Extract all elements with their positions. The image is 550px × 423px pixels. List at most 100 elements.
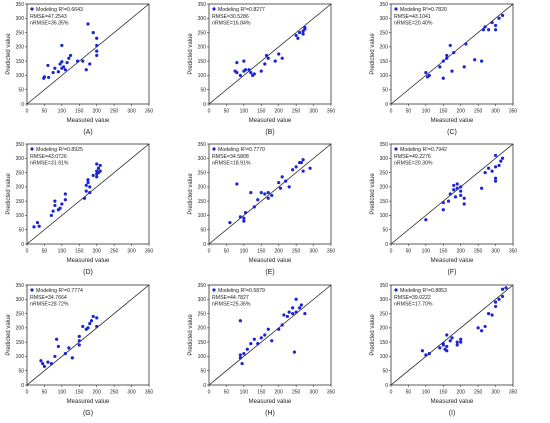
data-point: [481, 28, 485, 32]
y-axis-label: Predicted value: [370, 314, 376, 356]
data-point: [500, 13, 505, 18]
data-point: [95, 175, 99, 179]
data-point: [263, 62, 267, 66]
data-point: [86, 326, 90, 330]
data-point: [448, 339, 452, 343]
y-tick-label: 250: [16, 311, 25, 317]
data-point: [32, 225, 36, 229]
y-tick-label: 300: [380, 297, 389, 303]
legend-marker: [30, 7, 34, 11]
y-tick-label: 0: [203, 102, 206, 108]
y-tick-label: 150: [198, 340, 207, 346]
data-point: [256, 341, 260, 346]
data-point: [277, 327, 281, 331]
data-point: [448, 43, 452, 48]
x-tick-label: 300: [309, 249, 318, 255]
y-tick-label: 350: [198, 283, 207, 289]
y-tick-label: 250: [380, 311, 389, 317]
data-point: [420, 349, 424, 353]
y-tick-label: 200: [16, 326, 25, 332]
data-point: [88, 190, 92, 195]
data-point: [497, 163, 501, 168]
y-tick-label: 350: [16, 2, 25, 8]
x-tick-label: 350: [327, 249, 336, 255]
x-tick-label: 0: [26, 390, 29, 396]
x-tick-label: 0: [208, 109, 211, 115]
x-tick-label: 250: [110, 390, 119, 396]
y-tick-label: 250: [380, 30, 389, 36]
data-point: [53, 66, 57, 70]
data-point: [459, 185, 463, 189]
data-point: [75, 59, 80, 63]
data-point: [438, 346, 442, 350]
x-axis-label: Measured value: [431, 258, 474, 264]
data-point: [60, 202, 64, 206]
x-tick-label: 250: [292, 390, 301, 396]
data-point: [89, 319, 94, 323]
scatter-panel: 00 50 50 100 100 150 150 200 200 250 250 300 300 350 3…: [370, 142, 517, 276]
panel-caption: (B): [265, 129, 274, 136]
data-point: [42, 75, 47, 79]
x-tick-label: 250: [474, 390, 483, 396]
data-point: [252, 337, 256, 341]
data-point: [480, 329, 484, 333]
y-tick-label: 150: [16, 59, 25, 65]
y-tick-label: 100: [380, 73, 389, 79]
scatter-panel: 00 50 50 100 100 150 150 200 200 250 250 300 300 350 3…: [370, 2, 517, 136]
x-tick-label: 200: [457, 390, 466, 396]
data-point: [41, 361, 45, 366]
stats-label: nRMSE=20.30%: [394, 161, 433, 167]
legend-marker: [394, 147, 398, 151]
data-point: [308, 166, 312, 170]
data-point: [47, 75, 51, 80]
data-point: [95, 49, 99, 53]
plot-frame: [390, 3, 514, 105]
x-tick-label: 250: [110, 249, 119, 255]
plot-frame: [390, 143, 514, 245]
y-tick-label: 300: [380, 16, 389, 22]
data-point: [249, 341, 253, 346]
data-point: [280, 56, 284, 60]
data-point: [67, 56, 71, 60]
data-point: [438, 65, 442, 69]
y-tick-label: 200: [16, 45, 25, 51]
y-tick-label: 150: [380, 199, 389, 205]
data-point: [427, 73, 431, 78]
x-tick-label: 350: [509, 109, 518, 115]
data-point: [63, 351, 67, 356]
x-tick-label: 150: [439, 109, 448, 115]
plot-frame: [208, 3, 332, 105]
identity-line: [208, 284, 332, 386]
x-tick-label: 50: [406, 390, 412, 396]
data-point: [459, 189, 463, 193]
x-tick-label: 200: [275, 109, 284, 115]
x-tick-label: 150: [439, 249, 448, 255]
data-point: [95, 324, 99, 329]
x-tick-label: 100: [422, 109, 431, 115]
y-tick-label: 100: [16, 354, 25, 360]
data-point: [46, 360, 50, 364]
data-point: [53, 199, 57, 203]
panel-caption: (A): [83, 129, 92, 136]
identity-line: [390, 143, 514, 245]
stats-label: RMSE=49.2276: [394, 154, 431, 160]
data-point: [446, 199, 451, 203]
y-tick-label: 0: [21, 383, 24, 389]
data-point: [259, 336, 263, 340]
x-tick-label: 150: [75, 390, 84, 396]
legend-label: Modeling R²=0.8853: [400, 288, 447, 294]
x-tick-label: 200: [93, 390, 102, 396]
x-tick-label: 250: [110, 109, 119, 115]
data-point: [452, 188, 456, 192]
x-tick-label: 100: [58, 390, 67, 396]
panel-caption: (C): [447, 129, 457, 136]
stats-label: RMSE=44.7827: [212, 295, 249, 301]
data-point: [51, 209, 55, 213]
y-tick-label: 200: [16, 185, 25, 191]
x-tick-label: 350: [145, 249, 154, 255]
y-tick-label: 50: [18, 88, 24, 94]
x-tick-label: 100: [422, 390, 431, 396]
y-tick-label: 350: [198, 142, 207, 148]
data-point: [238, 319, 242, 323]
x-axis-label: Measured value: [431, 399, 474, 405]
